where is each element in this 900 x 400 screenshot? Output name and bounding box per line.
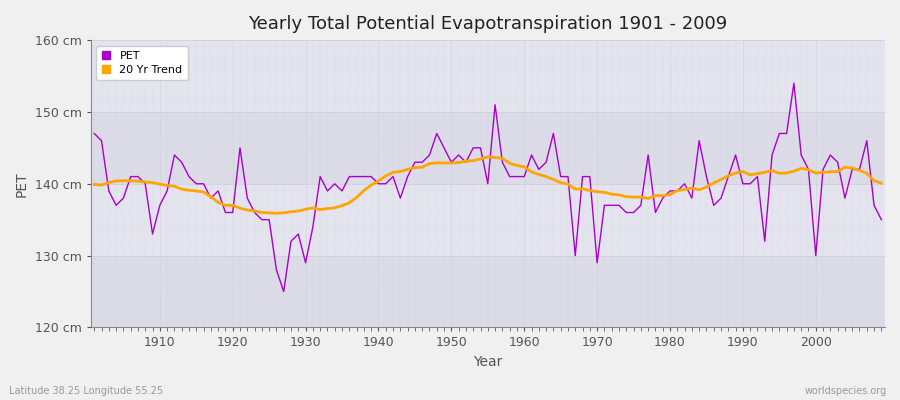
Bar [91, 256, 885, 328]
Bar [91, 40, 885, 112]
Text: Latitude 38.25 Longitude 55.25: Latitude 38.25 Longitude 55.25 [9, 386, 163, 396]
Text: worldspecies.org: worldspecies.org [805, 386, 886, 396]
Legend: PET, 20 Yr Trend: PET, 20 Yr Trend [96, 46, 188, 80]
Bar [91, 112, 885, 184]
Title: Yearly Total Potential Evapotranspiration 1901 - 2009: Yearly Total Potential Evapotranspiratio… [248, 15, 727, 33]
Bar [91, 184, 885, 256]
X-axis label: Year: Year [473, 355, 502, 369]
Y-axis label: PET: PET [15, 171, 29, 196]
